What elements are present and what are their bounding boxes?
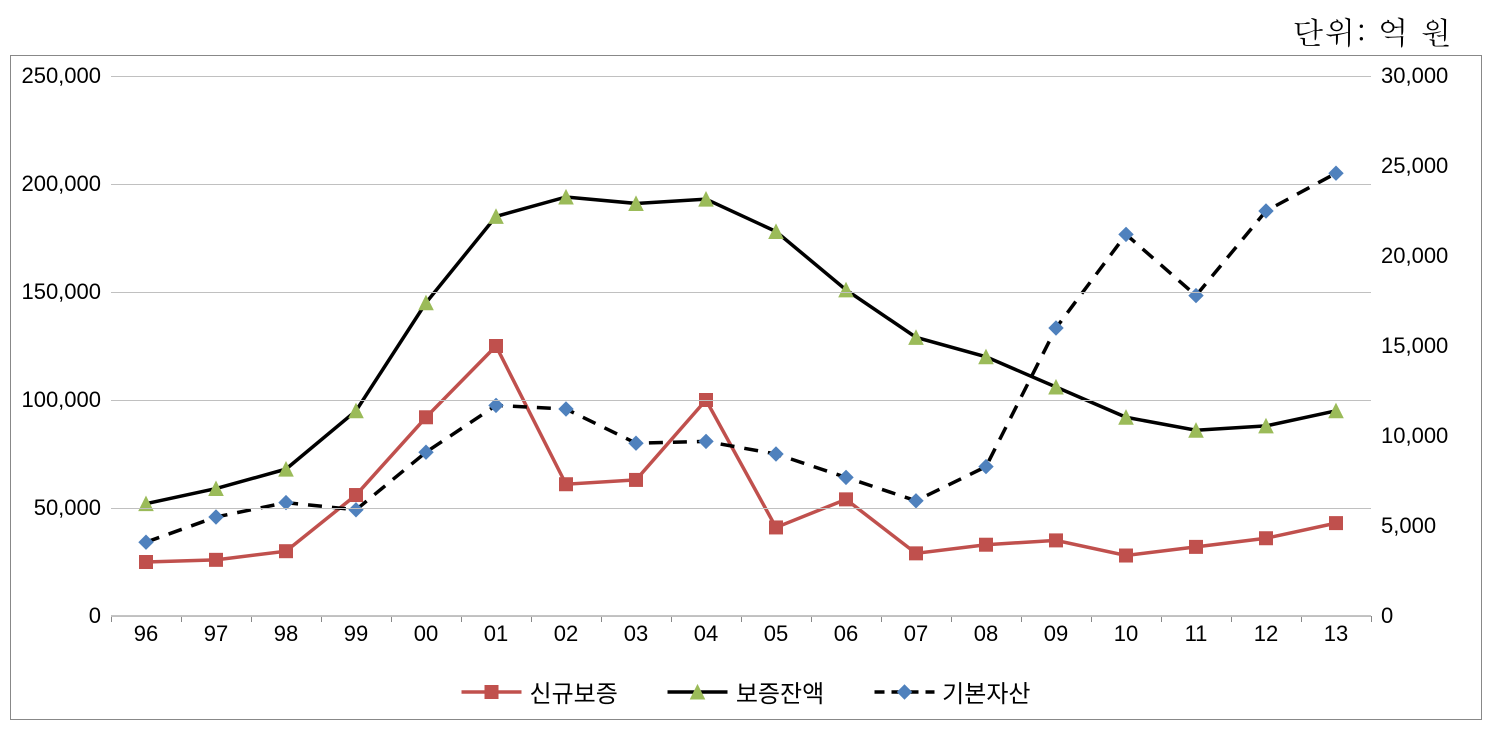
series-marker <box>909 494 923 508</box>
y-right-tick-label: 15,000 <box>1381 333 1471 359</box>
grid-line <box>111 76 1371 77</box>
series-marker <box>839 470 853 484</box>
series-marker <box>1330 517 1343 530</box>
y-left-tick-label: 100,000 <box>11 387 101 413</box>
chart-container: 0 50,000 100,000 150,000 200,000 250,000 0 5,0… <box>10 55 1482 720</box>
series-marker <box>209 510 223 524</box>
series-marker <box>559 402 573 416</box>
x-tick-label: 04 <box>694 621 718 647</box>
series-line <box>146 346 1336 562</box>
x-tick-label: 96 <box>134 621 158 647</box>
x-tick-mark <box>1371 616 1372 622</box>
x-tick-label: 12 <box>1254 621 1278 647</box>
legend-swatch <box>874 677 934 707</box>
series-marker <box>630 473 643 486</box>
series-marker <box>490 340 503 353</box>
x-tick-label: 13 <box>1324 621 1348 647</box>
legend: 신규보증 보증잔액 기본자산 <box>462 674 1031 709</box>
y-left-tick-label: 50,000 <box>11 495 101 521</box>
x-tick-label: 03 <box>624 621 648 647</box>
x-tick-label: 01 <box>484 621 508 647</box>
grid-line <box>111 292 1371 293</box>
x-tick-label: 02 <box>554 621 578 647</box>
legend-label: 신규보증 <box>530 674 618 709</box>
unit-label: 단위: 억 원 <box>1292 8 1452 53</box>
x-tick-label: 00 <box>414 621 438 647</box>
series-marker <box>1260 532 1273 545</box>
legend-swatch <box>462 677 522 707</box>
series-marker <box>210 553 223 566</box>
x-tick-label: 05 <box>764 621 788 647</box>
series-marker <box>1050 534 1063 547</box>
legend-swatch <box>668 677 728 707</box>
series-marker <box>1120 549 1133 562</box>
x-tick-label: 10 <box>1114 621 1138 647</box>
x-tick-label: 09 <box>1044 621 1068 647</box>
x-tick-label: 98 <box>274 621 298 647</box>
x-tick-label: 06 <box>834 621 858 647</box>
grid-line <box>111 184 1371 185</box>
grid-line <box>111 616 1371 617</box>
x-tick-label: 97 <box>204 621 228 647</box>
series-marker <box>560 478 573 491</box>
series-marker <box>699 434 713 448</box>
y-left-tick-label: 250,000 <box>11 63 101 89</box>
x-tick-label: 07 <box>904 621 928 647</box>
series-marker <box>1190 540 1203 553</box>
series-marker <box>139 535 153 549</box>
series-marker <box>840 493 853 506</box>
y-right-tick-label: 30,000 <box>1381 63 1471 89</box>
y-right-tick-label: 20,000 <box>1381 243 1471 269</box>
legend-item: 신규보증 <box>462 674 618 709</box>
x-tick-label: 08 <box>974 621 998 647</box>
y-right-tick-label: 10,000 <box>1381 423 1471 449</box>
series-marker <box>280 545 293 558</box>
y-left-tick-label: 0 <box>11 603 101 629</box>
series-marker <box>770 521 783 534</box>
chart-svg <box>111 76 1371 616</box>
series-line <box>146 173 1336 542</box>
series-marker <box>1329 166 1343 180</box>
grid-line <box>111 508 1371 509</box>
y-right-tick-label: 25,000 <box>1381 153 1471 179</box>
series-marker <box>1049 380 1063 394</box>
legend-label: 보증잔액 <box>736 674 824 709</box>
series-marker <box>979 460 993 474</box>
y-left-tick-label: 200,000 <box>11 171 101 197</box>
grid-line <box>111 400 1371 401</box>
y-right-tick-label: 5,000 <box>1381 513 1471 539</box>
series-marker <box>629 436 643 450</box>
series-marker <box>769 447 783 461</box>
legend-item: 기본자산 <box>874 674 1030 709</box>
x-tick-label: 99 <box>344 621 368 647</box>
plot-area <box>111 76 1371 616</box>
series-marker <box>420 411 433 424</box>
series-marker <box>980 538 993 551</box>
series-line <box>146 197 1336 504</box>
series-marker <box>350 489 363 502</box>
series-marker <box>769 225 783 239</box>
x-tick-label: 11 <box>1185 621 1208 647</box>
legend-label: 기본자산 <box>942 674 1030 709</box>
y-left-tick-label: 150,000 <box>11 279 101 305</box>
y-right-tick-label: 0 <box>1381 603 1471 629</box>
legend-item: 보증잔액 <box>668 674 824 709</box>
series-marker <box>140 556 153 569</box>
series-marker <box>910 547 923 560</box>
